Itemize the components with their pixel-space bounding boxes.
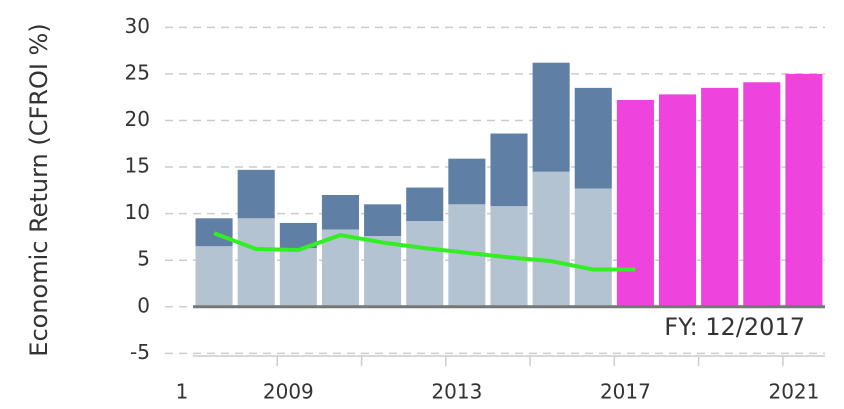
bar-segment bbox=[321, 229, 360, 307]
bar-segment bbox=[321, 195, 360, 230]
bar-segment bbox=[532, 171, 570, 307]
bar-segment bbox=[237, 169, 275, 219]
line bbox=[213, 231, 636, 272]
annotation: FY: 12/2017 bbox=[664, 313, 805, 341]
y-tick-label: 10 bbox=[125, 200, 150, 224]
y-tick-label: 0 bbox=[137, 293, 150, 317]
bar-segment bbox=[658, 94, 697, 307]
x-tick-label: 2017 bbox=[600, 380, 651, 404]
bar-segment bbox=[574, 87, 612, 189]
bar-segment bbox=[574, 188, 612, 307]
bar-segment bbox=[279, 248, 317, 307]
y-axis-label: Economic Return (CFROI %) bbox=[25, 23, 53, 356]
bar-segment bbox=[490, 133, 528, 207]
x-tick-label: 2009 bbox=[263, 380, 314, 404]
bar-segment bbox=[237, 218, 275, 307]
bar-segment bbox=[364, 235, 402, 307]
y-tick-label: 15 bbox=[125, 154, 150, 178]
bar-segment bbox=[616, 99, 654, 307]
x-tick-label: 1 bbox=[176, 380, 189, 404]
bar-segment bbox=[701, 87, 739, 307]
y-tick-label: 20 bbox=[125, 107, 150, 131]
bar-segment bbox=[406, 221, 444, 307]
y-tick-label: 30 bbox=[125, 14, 150, 38]
bar-segment bbox=[195, 218, 233, 247]
y-tick-label: -5 bbox=[130, 340, 150, 364]
x-tick-label: 2013 bbox=[431, 380, 482, 404]
y-tick-label: 25 bbox=[125, 60, 150, 84]
bar-segment bbox=[195, 246, 233, 307]
bar-segment bbox=[364, 204, 402, 236]
bar-segment bbox=[448, 158, 486, 205]
bar-segment bbox=[743, 82, 781, 307]
bar-segment bbox=[785, 73, 823, 307]
bar-segment bbox=[532, 62, 570, 172]
y-tick-label: 5 bbox=[137, 247, 150, 271]
bar-segment bbox=[406, 187, 444, 222]
x-tick-label: 2021 bbox=[768, 380, 819, 404]
